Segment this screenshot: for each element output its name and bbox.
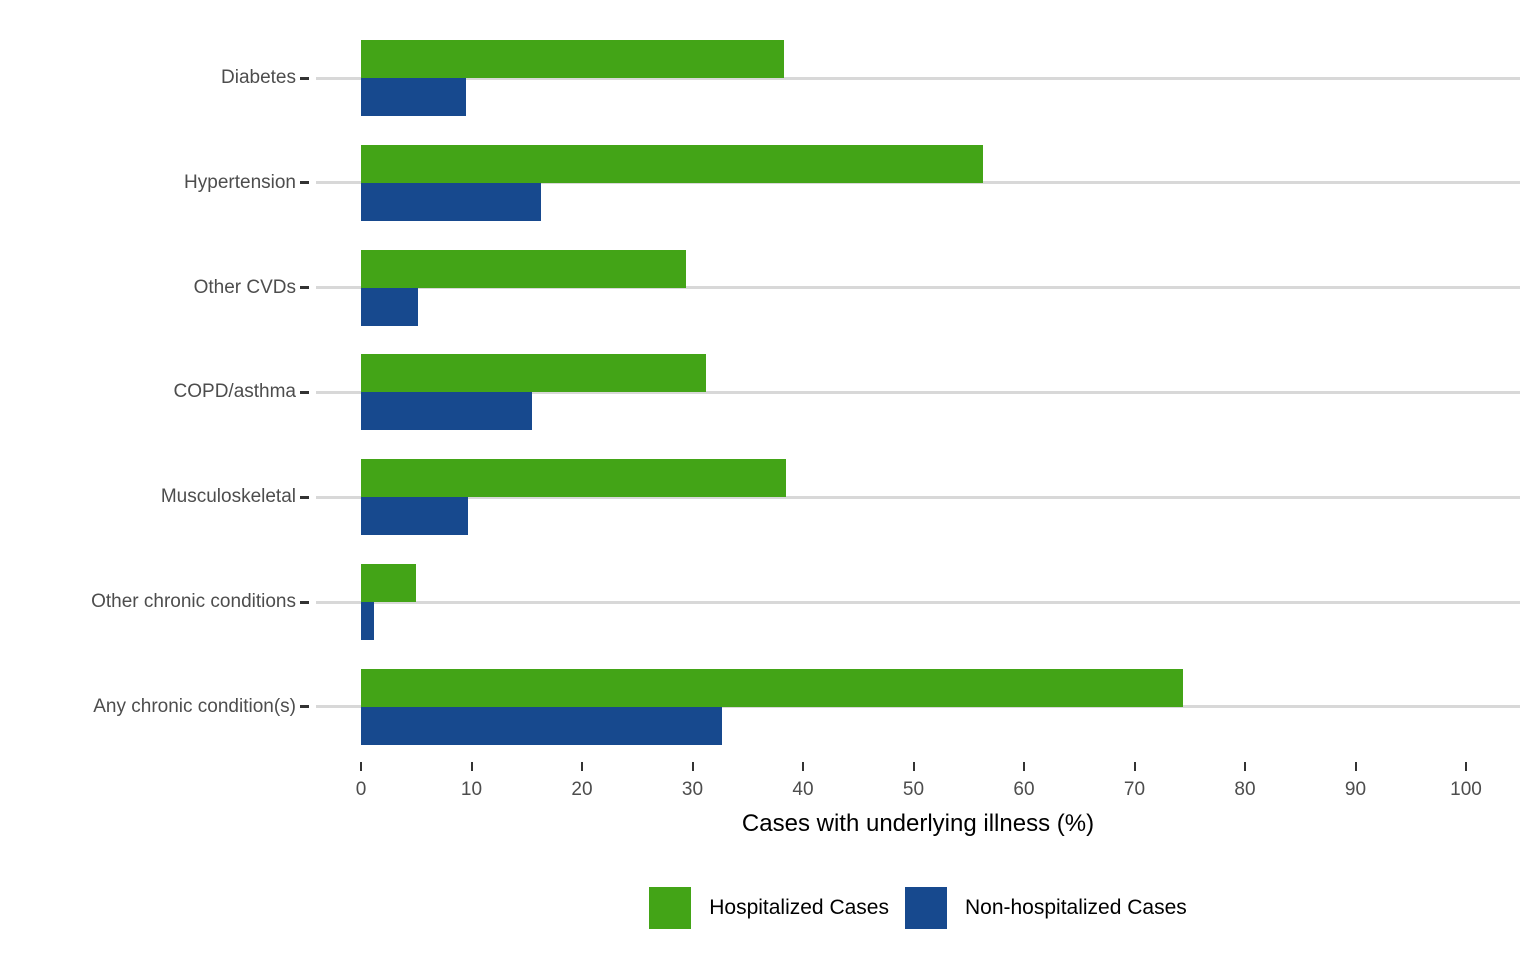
x-axis-tick xyxy=(581,762,583,771)
y-axis-label-musculoskeletal: Musculoskeletal xyxy=(160,486,296,508)
x-axis-tick-label: 30 xyxy=(681,779,704,800)
gridline-hypertension xyxy=(316,181,1520,185)
x-axis-tick xyxy=(1023,762,1025,771)
legend-item-hospitalized: Hospitalized Cases xyxy=(649,887,889,929)
x-axis-tick xyxy=(691,762,694,771)
y-axis-label-other-cvds: Other CVDs xyxy=(193,276,296,298)
x-axis-tick-label: 60 xyxy=(1013,779,1035,800)
x-axis-tick xyxy=(1465,762,1467,771)
gridline-other-cvds xyxy=(316,286,1520,290)
y-axis-tick xyxy=(300,600,309,604)
bar-hospitalized-cases-other-cvds xyxy=(361,249,686,288)
x-axis-tick-label: 70 xyxy=(1123,779,1146,800)
bar-non-hospitalized-cases-copd-asthma xyxy=(361,392,532,431)
x-axis-tick-label: 90 xyxy=(1344,779,1367,800)
x-axis-tick xyxy=(1133,762,1136,771)
legend: Hospitalized Cases Non-hospitalized Case… xyxy=(316,887,1520,929)
bar-hospitalized-cases-other-chronic-conditions xyxy=(361,564,416,603)
x-axis-title: Cases with underlying illness (%) xyxy=(741,810,1095,837)
bar-hospitalized-cases-diabetes xyxy=(361,40,784,78)
x-axis-tick xyxy=(470,762,473,771)
y-axis-tick xyxy=(300,286,309,290)
x-axis-tick xyxy=(360,762,362,771)
legend-swatch-non-hospitalized xyxy=(904,887,947,929)
gridline-copd-asthma xyxy=(316,390,1520,394)
bar-hospitalized-cases-musculoskeletal xyxy=(361,459,786,498)
bar-non-hospitalized-cases-diabetes xyxy=(361,78,466,116)
y-axis-tick xyxy=(300,181,309,185)
x-axis-tick-label: 20 xyxy=(571,779,593,800)
y-axis-label-other-chronic-conditions: Other chronic conditions xyxy=(91,591,296,613)
bar-non-hospitalized-cases-musculoskeletal xyxy=(361,497,468,536)
x-axis-tick-label: 10 xyxy=(460,779,483,800)
bar-non-hospitalized-cases-hypertension xyxy=(361,182,541,221)
bar-hospitalized-cases-copd-asthma xyxy=(361,354,706,393)
x-axis-tick xyxy=(802,762,804,771)
x-axis-tick xyxy=(1354,762,1357,771)
x-axis-tick-label: 40 xyxy=(792,779,814,800)
y-axis-tick xyxy=(300,495,309,499)
legend-label-hospitalized: Hospitalized Cases xyxy=(709,896,889,919)
y-axis-tick xyxy=(300,76,309,80)
x-axis-tick-label: 100 xyxy=(1450,779,1482,800)
gridline-diabetes xyxy=(316,76,1520,80)
x-axis-tick-label: 0 xyxy=(355,779,367,800)
gridline-any-chronic-condition-s xyxy=(316,705,1520,709)
y-axis-tick xyxy=(300,705,309,709)
x-axis-tick xyxy=(1244,762,1246,771)
bar-hospitalized-cases-hypertension xyxy=(361,144,983,183)
legend-item-non-hospitalized: Non-hospitalized Cases xyxy=(904,887,1187,929)
gridline-other-chronic-conditions xyxy=(316,600,1520,604)
bar-non-hospitalized-cases-other-chronic-conditions xyxy=(361,602,374,641)
gridline-musculoskeletal xyxy=(316,495,1520,499)
x-axis-tick xyxy=(912,762,915,771)
y-axis-tick xyxy=(300,390,309,394)
bar-non-hospitalized-cases-any-chronic-condition-s xyxy=(361,706,722,745)
x-axis-tick-label: 80 xyxy=(1234,779,1256,800)
x-axis-tick-label: 50 xyxy=(902,779,925,800)
bar-hospitalized-cases-any-chronic-condition-s xyxy=(361,668,1183,707)
bar-non-hospitalized-cases-other-cvds xyxy=(361,287,418,326)
legend-label-non-hospitalized: Non-hospitalized Cases xyxy=(964,896,1187,919)
y-axis-label-hypertension: Hypertension xyxy=(184,171,296,193)
legend-swatch-hospitalized xyxy=(649,887,692,929)
y-axis-label-copd-asthma: COPD/asthma xyxy=(173,381,296,403)
y-axis-label-diabetes: Diabetes xyxy=(221,67,296,88)
y-axis-label-any-chronic-condition-s: Any chronic condition(s) xyxy=(93,695,296,717)
